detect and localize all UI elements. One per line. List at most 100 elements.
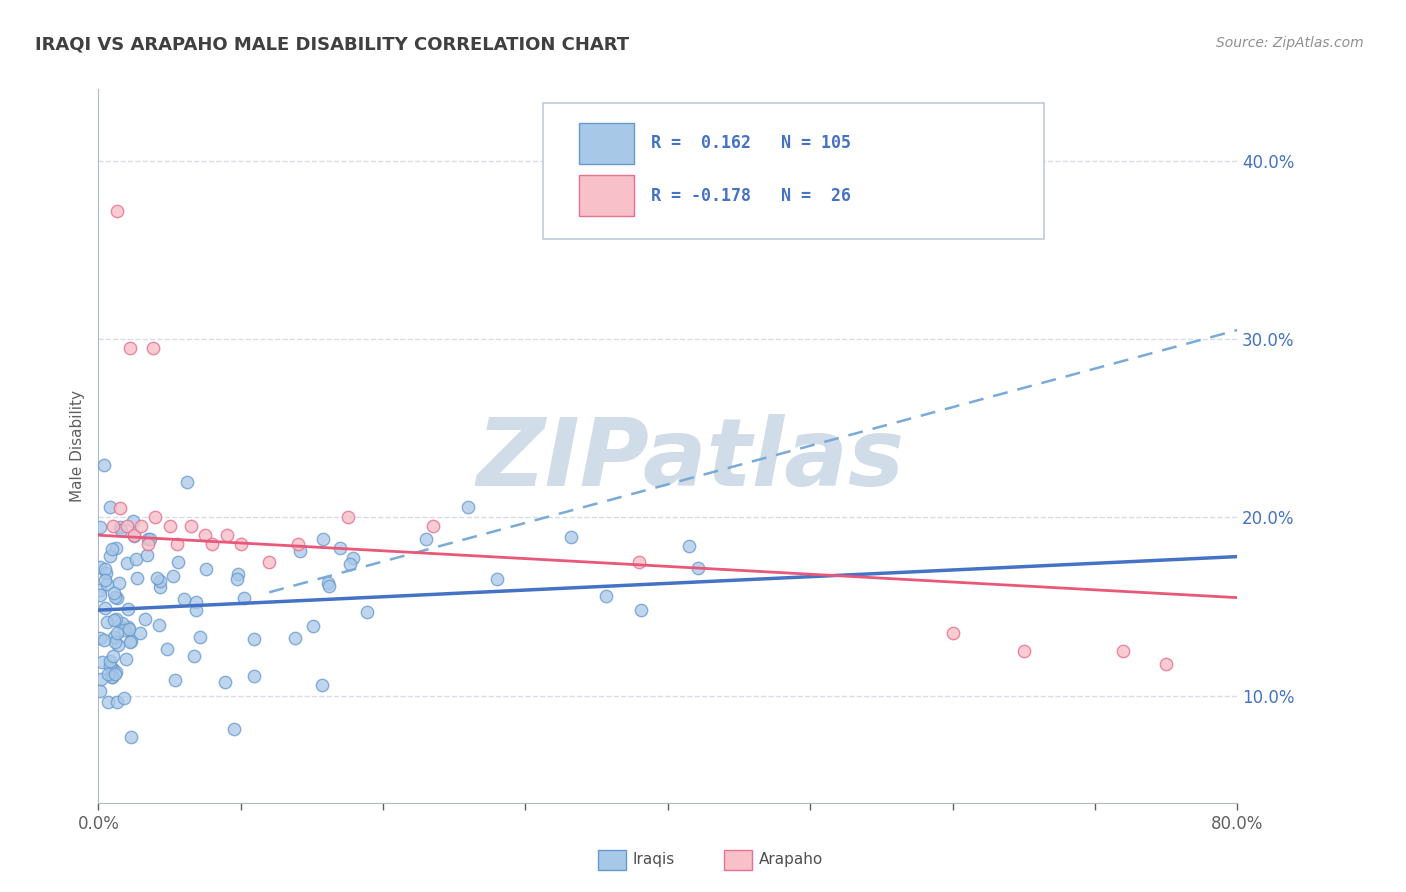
Point	[104, 590, 127, 604]
Point	[120, 634, 142, 648]
Point	[141, 341, 163, 355]
Y-axis label: Male Disability: Male Disability	[69, 390, 84, 502]
Point	[201, 537, 224, 551]
Point	[107, 591, 129, 605]
Point	[98, 659, 121, 673]
Point	[287, 537, 309, 551]
Point	[103, 613, 125, 627]
FancyBboxPatch shape	[543, 103, 1043, 239]
Point	[115, 519, 138, 533]
Point	[115, 556, 138, 570]
Point	[108, 501, 131, 516]
Point	[105, 203, 128, 218]
Point	[104, 667, 127, 681]
Point	[103, 630, 125, 644]
Point	[111, 616, 134, 631]
Text: R =  0.162   N = 105: R = 0.162 N = 105	[651, 135, 851, 153]
Point	[94, 573, 117, 587]
Point	[108, 520, 131, 534]
Point	[107, 638, 129, 652]
Point	[127, 571, 149, 585]
Text: Iraqis: Iraqis	[633, 853, 675, 867]
Point	[149, 580, 172, 594]
Point	[101, 669, 124, 683]
Text: Arapaho: Arapaho	[759, 853, 824, 867]
Point	[105, 665, 128, 680]
Point	[176, 475, 198, 490]
Point	[120, 730, 142, 744]
Point	[89, 582, 111, 597]
Point	[103, 662, 125, 676]
Point	[186, 595, 208, 609]
Point	[103, 586, 125, 600]
Point	[329, 541, 352, 555]
Point	[89, 632, 111, 646]
Point	[194, 562, 217, 576]
Text: Source: ZipAtlas.com: Source: ZipAtlas.com	[1216, 36, 1364, 50]
Point	[89, 684, 111, 698]
Point	[242, 668, 264, 682]
Point	[93, 458, 115, 472]
Point	[118, 341, 141, 355]
Point	[165, 673, 187, 687]
Point	[98, 549, 121, 564]
Point	[318, 578, 340, 592]
Point	[149, 574, 172, 589]
Point	[105, 541, 128, 555]
Point	[103, 635, 125, 649]
Point	[89, 588, 111, 602]
Point	[112, 691, 135, 706]
Point	[215, 528, 238, 542]
Point	[129, 626, 152, 640]
Point	[290, 544, 312, 558]
Point	[101, 541, 124, 556]
Point	[678, 540, 700, 554]
Point	[96, 566, 118, 580]
Point	[180, 519, 202, 533]
Point	[229, 537, 252, 551]
Point	[112, 623, 135, 637]
Point	[146, 571, 169, 585]
Point	[117, 620, 139, 634]
Point	[312, 532, 335, 546]
Text: IRAQI VS ARAPAHO MALE DISABILITY CORRELATION CHART: IRAQI VS ARAPAHO MALE DISABILITY CORRELA…	[35, 36, 630, 54]
Point	[1012, 644, 1035, 658]
Point	[98, 500, 121, 515]
Point	[118, 622, 141, 636]
Point	[115, 652, 138, 666]
Point	[97, 667, 120, 681]
Point	[93, 633, 115, 648]
Point	[226, 566, 249, 581]
Point	[138, 532, 160, 546]
Point	[93, 601, 115, 615]
Point	[105, 625, 128, 640]
Point	[94, 562, 117, 576]
Point	[136, 537, 159, 551]
Point	[101, 649, 124, 664]
Point	[120, 635, 142, 649]
Point	[122, 529, 145, 543]
Point	[1154, 657, 1177, 671]
Point	[243, 632, 266, 646]
Bar	[579, 175, 634, 216]
Point	[122, 528, 145, 542]
Point	[415, 532, 437, 546]
Point	[110, 524, 132, 538]
Point	[122, 514, 145, 528]
Point	[214, 675, 236, 690]
Point	[233, 591, 256, 605]
Point	[96, 577, 118, 591]
Text: ZIPatlas: ZIPatlas	[477, 414, 904, 507]
Point	[148, 617, 170, 632]
Point	[100, 667, 122, 681]
Point	[311, 678, 333, 692]
Point	[135, 549, 157, 563]
Point	[284, 631, 307, 645]
Point	[688, 560, 710, 574]
Point	[90, 673, 112, 687]
Point	[183, 649, 205, 664]
Point	[226, 572, 249, 586]
Point	[167, 556, 190, 570]
Point	[159, 519, 181, 533]
Point	[302, 619, 325, 633]
